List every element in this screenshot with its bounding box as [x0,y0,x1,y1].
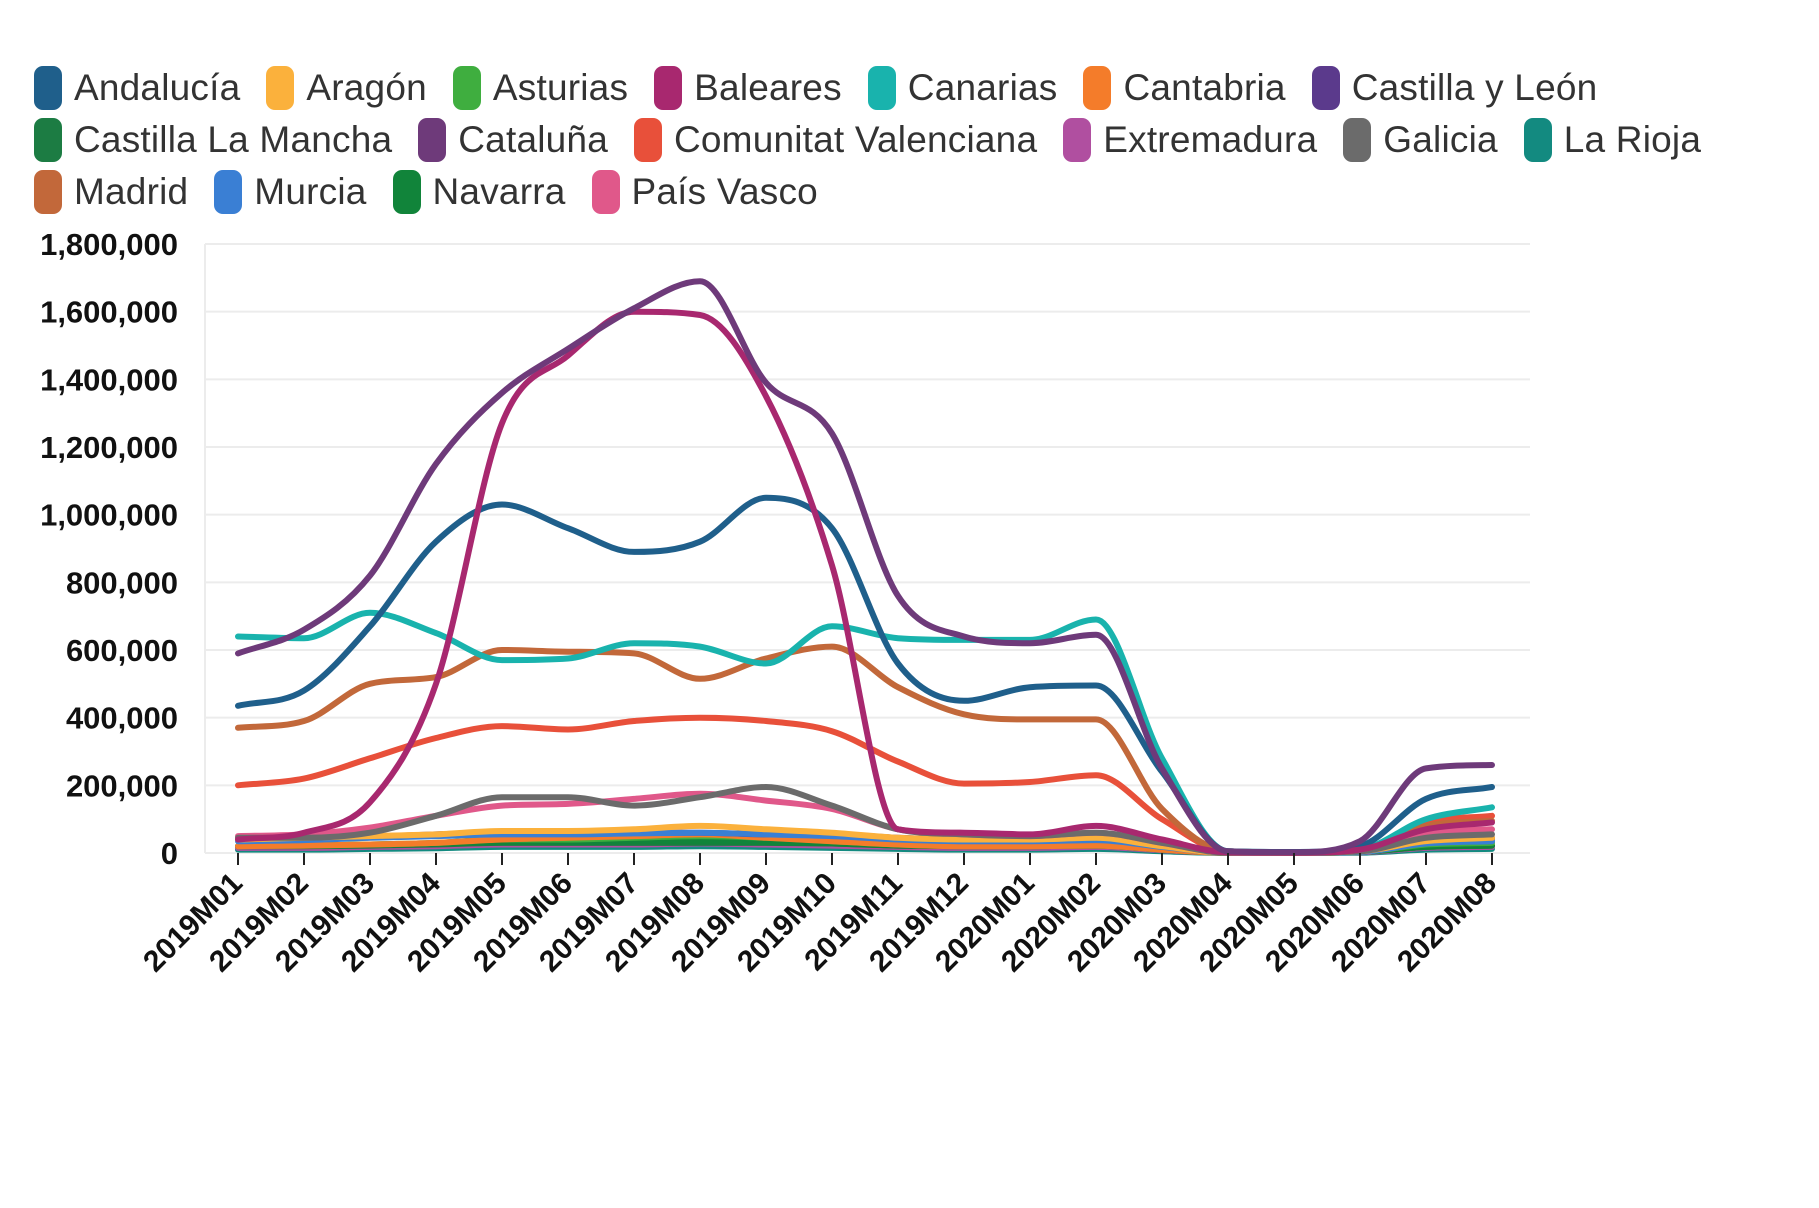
legend-swatch [34,66,62,110]
legend-item-castilla-y-leon[interactable]: Castilla y León [1311,66,1598,110]
legend-swatch [214,170,243,214]
legend-item-baleares[interactable]: Baleares [654,66,842,110]
legend-label: Castilla La Mancha [74,119,393,160]
legend-label: Cataluña [458,119,608,160]
legend-swatch [1063,118,1092,162]
series-line-cataluna[interactable] [235,278,1495,856]
x-axis: 2019M012019M022019M032019M042019M052019M… [137,853,1503,978]
legend-label: Navarra [432,171,566,212]
y-tick-label: 1,600,000 [40,295,178,330]
legend-label: Canarias [907,67,1058,108]
legend-item-extremadura[interactable]: Extremadura [1063,118,1317,162]
legend-swatch [452,66,481,110]
legend-label: Andalucía [74,67,241,108]
y-tick-label: 400,000 [66,701,178,736]
legend-swatch [591,170,620,214]
y-tick-label: 0 [161,836,178,871]
legend-row: Castilla La Mancha Cataluña Comunitat Vale… [34,114,1814,166]
legend-label: Castilla y León [1351,67,1598,108]
legend-swatch [1083,66,1112,110]
legend-label: Galicia [1383,119,1498,160]
y-tick-label: 200,000 [66,768,178,803]
series-layer [235,278,1495,856]
legend-swatch [1523,118,1552,162]
legend-label: Madrid [74,171,189,212]
series-line-andalucia[interactable] [235,494,1495,855]
chart-legend: Andalucía Aragón Asturias Baleares Canarias C… [34,62,1814,218]
legend-swatch [34,118,62,162]
y-axis: 0 200,000 400,000 600,000 800,000 1,000,000 1,… [40,227,178,871]
legend-swatch [34,170,62,214]
legend-item-murcia[interactable]: Murcia [214,170,366,214]
legend-label: Cantabria [1123,67,1286,108]
legend-swatch [867,66,896,110]
legend-swatch [1311,66,1340,110]
legend-label: País Vasco [631,171,818,212]
legend-swatch [266,66,295,110]
legend-item-aragon[interactable]: Aragón [266,66,427,110]
legend-item-comunitat-valenciana[interactable]: Comunitat Valenciana [633,118,1038,162]
legend-item-canarias[interactable]: Canarias [867,66,1058,110]
y-tick-label: 800,000 [66,565,178,600]
legend-row: Andalucía Aragón Asturias Baleares Canarias C… [34,62,1814,114]
legend-item-andalucia[interactable]: Andalucía [34,66,240,110]
legend-item-madrid[interactable]: Madrid [34,170,188,214]
legend-item-galicia[interactable]: Galicia [1343,118,1498,162]
legend-label: Comunitat Valenciana [673,119,1038,160]
y-tick-label: 1,800,000 [40,227,178,262]
legend-item-asturias[interactable]: Asturias [452,66,629,110]
legend-label: La Rioja [1563,119,1702,160]
y-tick-label: 600,000 [66,633,178,668]
legend-item-pais-vasco[interactable]: País Vasco [591,170,818,214]
y-tick-label: 1,000,000 [40,498,178,533]
legend-swatch [633,118,662,162]
legend-item-castilla-la-mancha[interactable]: Castilla La Mancha [34,118,392,162]
legend-row: Madrid Murcia Navarra País Vasco [34,166,1814,218]
legend-swatch [418,118,447,162]
legend-swatch [654,66,683,110]
legend-label: Baleares [694,67,842,108]
y-tick-label: 1,400,000 [40,362,178,397]
legend-item-la-rioja[interactable]: La Rioja [1523,118,1702,162]
legend-item-cantabria[interactable]: Cantabria [1083,66,1286,110]
legend-label: Murcia [254,171,367,212]
legend-label: Asturias [492,67,629,108]
legend-label: Extremadura [1103,119,1318,160]
legend-item-navarra[interactable]: Navarra [392,170,566,214]
legend-swatch [1343,118,1372,162]
y-tick-label: 1,200,000 [40,430,178,465]
legend-item-cataluna[interactable]: Cataluña [418,118,608,162]
legend-swatch [392,170,421,214]
legend-label: Aragón [306,67,427,108]
